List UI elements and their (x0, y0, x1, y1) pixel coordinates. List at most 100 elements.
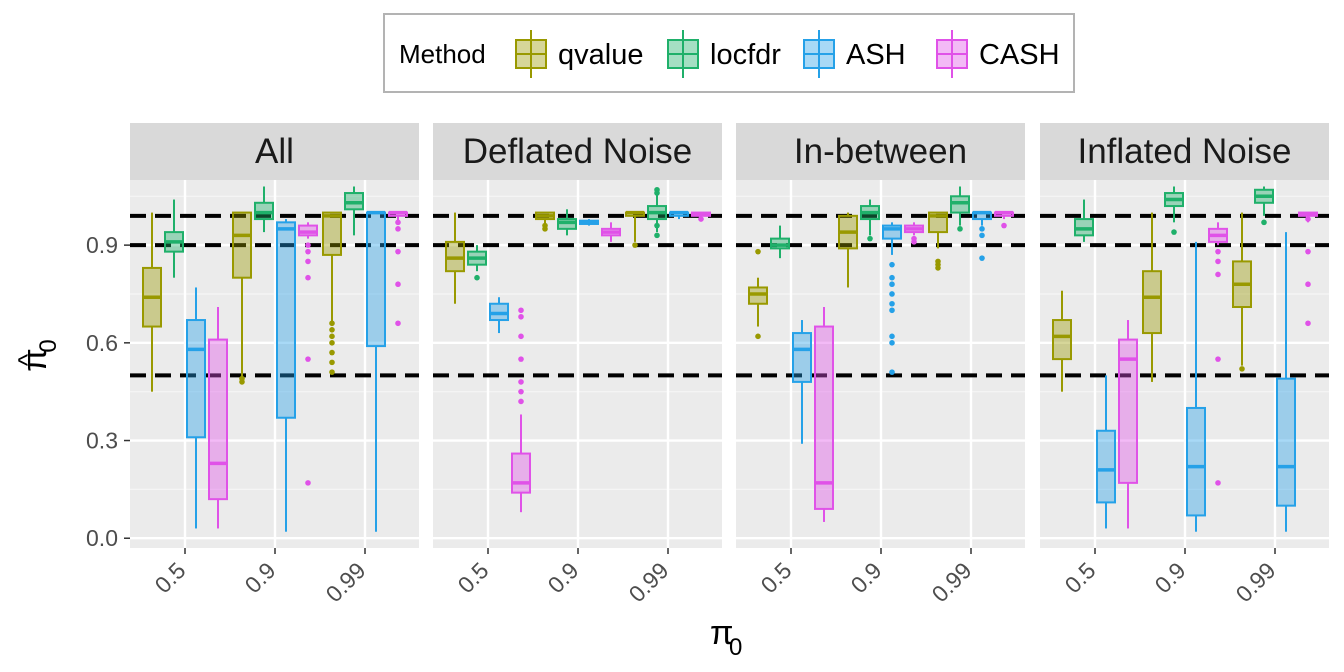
box-cash-0.5 (208, 307, 228, 529)
x-tick-label: 0.5 (1060, 557, 1101, 598)
box-outlier (654, 222, 660, 229)
axis-titles: π ^ 0 π 0 (12, 339, 742, 661)
box-outlier (1305, 281, 1311, 288)
box-qvalue-0.9 (1142, 212, 1162, 382)
box-outlier (518, 333, 524, 340)
x-tick-label: 0.9 (543, 557, 584, 598)
box-outlier (329, 359, 335, 366)
box-cash-0.99 (691, 211, 711, 222)
box-qvalue-0.5 (142, 212, 162, 392)
y-tick-label: 0.3 (86, 428, 118, 454)
box-cash-0.9 (1208, 222, 1228, 486)
box-outlier (957, 226, 963, 232)
box-outlier (979, 226, 985, 232)
x-tick-label: 0.9 (240, 557, 281, 598)
box-ash-0.9 (579, 219, 599, 226)
box-outlier (305, 258, 311, 265)
x-tick-label: 0.9 (846, 557, 887, 598)
box-outlier (518, 388, 524, 395)
box-locfdr-0.5 (770, 225, 790, 259)
panel-title: Deflated Noise (463, 132, 693, 171)
box-locfdr-0.5 (467, 245, 487, 281)
panel-inflated-noise: Inflated Noise 0.5 0.9 0.99 (1040, 123, 1329, 607)
box-body (511, 452, 531, 494)
box-locfdr-0.5 (1074, 199, 1094, 242)
box-outlier (1305, 248, 1311, 255)
box-outlier (518, 313, 524, 320)
legend-title: Method (399, 39, 486, 69)
box-outlier (395, 281, 401, 288)
box-outlier (889, 340, 895, 346)
y-tick-label: 0.9 (86, 232, 118, 258)
box-outlier (889, 281, 895, 288)
box-outlier (889, 261, 895, 268)
box-outlier (1215, 258, 1221, 265)
box-ash-0.9 (1186, 241, 1206, 532)
box-outlier (395, 219, 401, 226)
x-tick-label: 0.5 (150, 557, 191, 598)
box-outlier (305, 356, 311, 362)
box-outlier (329, 327, 335, 333)
box-ash-0.9 (276, 219, 296, 532)
box-qvalue-0.99 (1232, 212, 1252, 372)
x-tick-label: 0.5 (453, 557, 494, 598)
box-cash-0.9 (904, 222, 924, 245)
box-cash-0.5 (511, 307, 531, 513)
legend-label: CASH (979, 39, 1060, 71)
panel-title: In-between (794, 132, 967, 171)
box-outlier (329, 349, 335, 356)
box-body (1052, 319, 1072, 361)
legend-entry-qvalue: qvalue (515, 30, 643, 78)
x-axis-title-subscript: 0 (729, 634, 742, 661)
panel-strip (736, 123, 1025, 180)
box-body (322, 211, 342, 256)
box-ash-0.99 (669, 210, 689, 220)
box-qvalue-0.99 (322, 211, 342, 375)
x-tick-label: 0.9 (1150, 557, 1191, 598)
box-outlier (889, 333, 895, 340)
panel-strip (433, 123, 722, 180)
box-locfdr-0.9 (557, 209, 577, 236)
box-outlier (305, 242, 311, 248)
box-ash-0.99 (366, 210, 386, 532)
box-outlier (305, 274, 311, 281)
box-qvalue-0.9 (535, 211, 555, 232)
box-outlier (1305, 216, 1311, 222)
box-qvalue-0.99 (928, 211, 948, 271)
box-outlier (305, 480, 311, 486)
box-locfdr-0.99 (647, 186, 667, 239)
box-cash-0.99 (994, 210, 1014, 229)
box-outlier (867, 235, 873, 242)
box-outlier (329, 320, 335, 327)
box-cash-0.5 (1118, 320, 1138, 529)
box-outlier (518, 379, 524, 385)
box-body (1142, 270, 1162, 335)
box-outlier (755, 333, 761, 340)
x-tick-label: 0.5 (756, 557, 797, 598)
box-outlier (518, 307, 524, 314)
box-qvalue-0.9 (838, 212, 858, 288)
box-body (1096, 429, 1116, 504)
box-body (232, 211, 252, 279)
box-outlier (1001, 222, 1007, 229)
box-cash-0.99 (1298, 211, 1318, 327)
panel-title: All (255, 132, 294, 171)
panel-deflated-noise: Deflated Noise 0.5 0.9 0.99 (433, 123, 722, 607)
box-outlier (1261, 219, 1267, 226)
box-outlier (654, 186, 660, 193)
box-outlier (518, 398, 524, 405)
box-qvalue-0.5 (445, 212, 465, 304)
box-outlier (889, 291, 895, 297)
box-outlier (329, 340, 335, 346)
box-outlier (239, 375, 245, 382)
x-axis-title: π 0 (710, 614, 742, 661)
box-outlier (395, 248, 401, 255)
box-body (792, 332, 812, 383)
box-outlier (935, 258, 941, 265)
box-locfdr-0.99 (344, 186, 364, 236)
y-axis-title-subscript: 0 (35, 339, 62, 352)
box-cash-0.9 (298, 222, 318, 486)
y-axis-title-symbol: π (16, 348, 54, 371)
x-tick-label: 0.99 (1230, 557, 1280, 607)
